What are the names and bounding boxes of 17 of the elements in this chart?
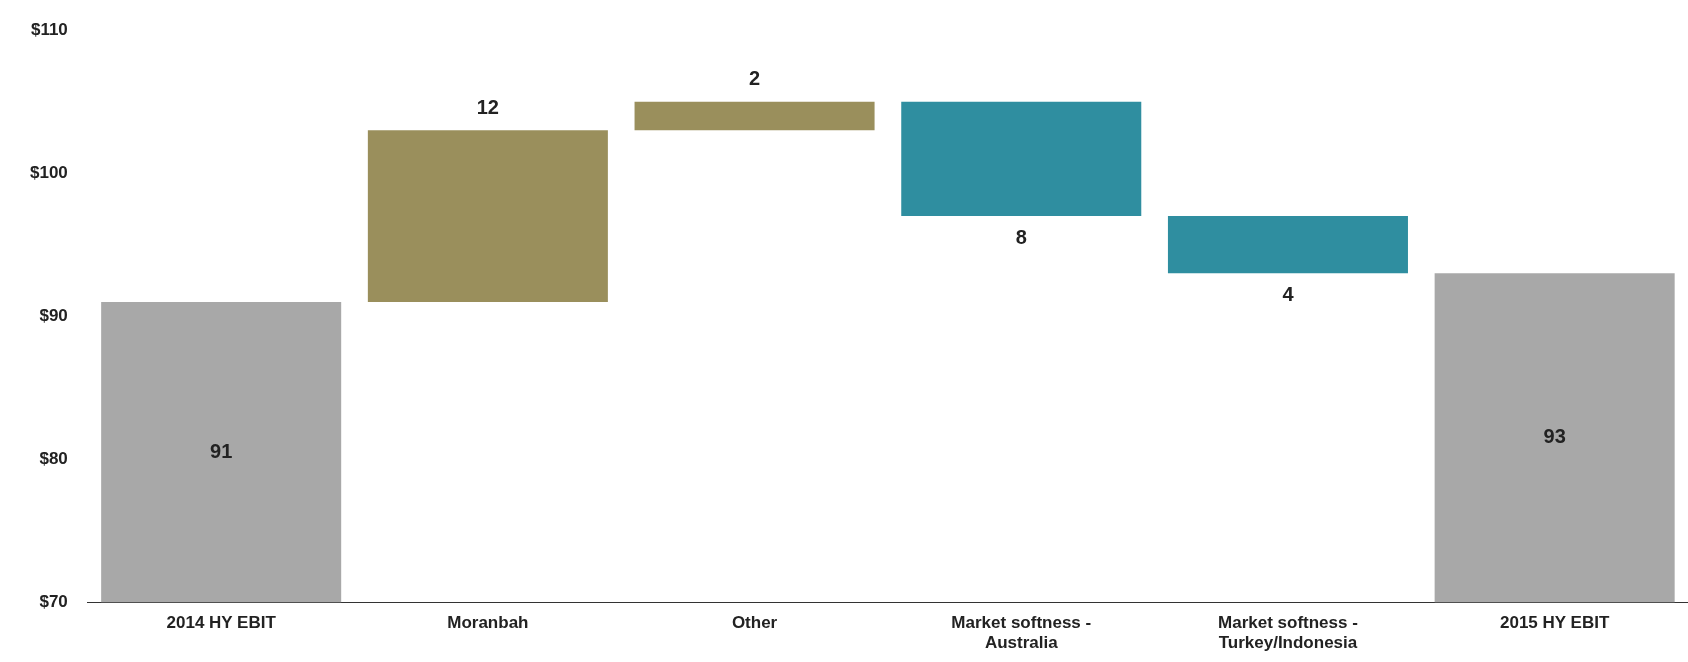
- y-tick-label: $80: [39, 448, 68, 468]
- x-tick-label: 2015 HY EBIT: [1500, 613, 1610, 633]
- x-tick-label: Market softness - Australia: [951, 613, 1092, 653]
- x-tick-label: Market softness - Turkey/Indonesia: [1218, 613, 1358, 653]
- y-tick-label: $70: [39, 591, 68, 611]
- y-tick-label: $110: [30, 19, 68, 39]
- data-label: 8: [1015, 225, 1027, 248]
- x-tick-label: Moranbah: [447, 613, 529, 633]
- y-tick-label: $100: [29, 162, 68, 182]
- data-label: 4: [1282, 282, 1295, 305]
- data-label: 91: [210, 439, 233, 462]
- data-label: 12: [476, 95, 499, 118]
- x-tick-label: Other: [731, 613, 778, 633]
- x-tick-label: 2014 HY EBIT: [166, 613, 277, 633]
- data-label: 93: [1543, 425, 1566, 448]
- data-label: 2: [749, 67, 761, 90]
- y-tick-label: $90: [39, 305, 68, 325]
